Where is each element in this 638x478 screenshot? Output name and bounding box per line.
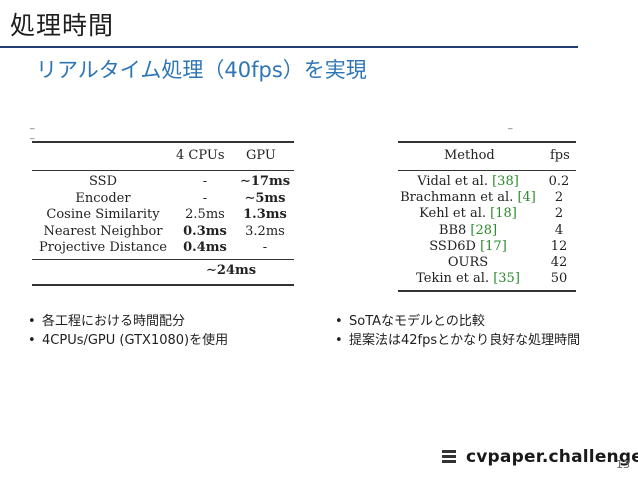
row-fps: 50 xyxy=(550,271,568,287)
table-bottom-rule xyxy=(398,290,576,292)
row-method: Vidal et al. [38] xyxy=(398,174,538,190)
citation-link[interactable]: [18] xyxy=(490,206,517,222)
row-fps: 0.2 xyxy=(548,174,570,189)
row-label: SSD xyxy=(88,174,117,189)
row-method: Kehl et al. [18] xyxy=(398,206,538,222)
slide-title: 処理時間 xyxy=(10,11,115,40)
method-name: BB8 xyxy=(438,222,471,238)
row-cpu-time: - xyxy=(202,190,208,206)
total-time: ∼24ms xyxy=(206,263,257,278)
table-header-rule xyxy=(398,170,576,171)
citation-link[interactable]: [28] xyxy=(470,222,498,238)
stack-icon xyxy=(442,450,456,463)
row-fps: 4 xyxy=(554,222,564,238)
brand-logo: cvpaper.challenge xyxy=(440,447,638,467)
row-fps: 2 xyxy=(554,206,564,222)
citation-link[interactable]: [17] xyxy=(480,238,507,254)
row-fps: 12 xyxy=(550,238,568,254)
row-label: Projective Distance xyxy=(39,240,167,255)
row-gpu-time: ∼17ms xyxy=(239,174,291,189)
method-name: Kehl et al. xyxy=(419,206,491,222)
header-gpu: GPU xyxy=(246,148,276,163)
bullets-right: SoTAなモデルとの比較 提案法は42fpsとかなり良好な処理時間 xyxy=(335,312,580,350)
method-name: Tekin et al. xyxy=(416,271,494,287)
method-name: OURS xyxy=(447,255,489,270)
header-cpu: 4 CPUs xyxy=(176,148,225,163)
crop-mark: ‾ ‾ xyxy=(30,128,35,148)
row-method: Tekin et al. [35] xyxy=(398,271,538,287)
bullets-left: 各工程における時間配分 4CPUs/GPU (GTX1080)を使用 xyxy=(28,312,228,350)
table-top-rule xyxy=(398,141,576,143)
row-gpu-time: 3.2ms xyxy=(245,223,285,239)
row-fps: 2 xyxy=(554,190,564,206)
citation-link[interactable]: [35] xyxy=(493,271,520,287)
citation-link[interactable]: [4] xyxy=(517,190,536,206)
bullet-item: 各工程における時間配分 xyxy=(28,312,228,331)
row-label: Cosine Similarity xyxy=(46,207,160,222)
row-label: Encoder xyxy=(75,190,131,206)
table-mid-rule xyxy=(32,259,294,260)
crop-mark: ‾ xyxy=(508,128,513,138)
row-gpu-time: ∼5ms xyxy=(244,190,286,206)
title-underline xyxy=(0,46,578,48)
header-method: Method xyxy=(444,148,495,163)
method-name: Vidal et al. xyxy=(417,174,493,189)
row-method: OURS xyxy=(398,255,538,271)
table-bottom-rule xyxy=(32,284,294,286)
header-fps: fps xyxy=(550,148,570,163)
bullet-item: SoTAなモデルとの比較 xyxy=(335,312,580,331)
row-fps: 42 xyxy=(550,255,568,270)
page-number: 13 xyxy=(616,458,630,471)
row-cpu-time: 0.3ms xyxy=(183,223,227,239)
row-method: BB8 [28] xyxy=(398,223,538,239)
citation-link[interactable]: [38] xyxy=(492,174,519,189)
table-top-rule xyxy=(32,141,294,143)
row-cpu-time: 0.4ms xyxy=(183,240,227,255)
brand-name: cvpaper.challenge xyxy=(466,447,638,467)
row-method: Brachmann et al. [4] xyxy=(398,190,538,206)
method-name: Brachmann et al. xyxy=(400,190,518,206)
row-gpu-time: - xyxy=(262,240,268,255)
method-name: SSD6D xyxy=(429,238,481,254)
row-cpu-time: - xyxy=(202,174,208,189)
row-gpu-time: 1.3ms xyxy=(243,207,287,222)
row-cpu-time: 2.5ms xyxy=(185,207,225,222)
slide-subtitle: リアルタイム処理（40fps）を実現 xyxy=(36,58,367,82)
row-label: Nearest Neighbor xyxy=(43,223,163,239)
row-method: SSD6D [17] xyxy=(398,239,538,255)
table-header-rule xyxy=(32,170,294,171)
bullet-item: 4CPUs/GPU (GTX1080)を使用 xyxy=(28,331,228,350)
bullet-item: 提案法は42fpsとかなり良好な処理時間 xyxy=(335,331,580,350)
